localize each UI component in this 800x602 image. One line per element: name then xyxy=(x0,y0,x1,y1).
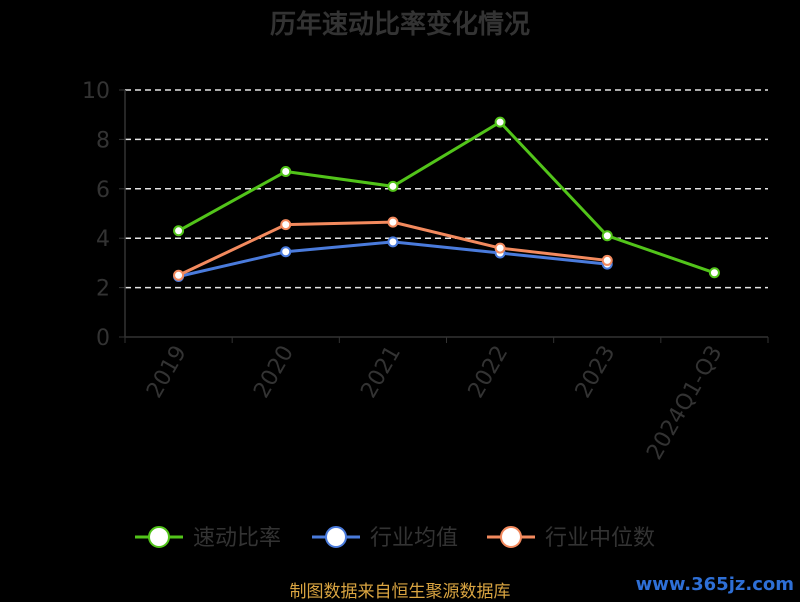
chart-title: 历年速动比率变化情况 xyxy=(270,9,530,40)
data-point xyxy=(280,246,292,258)
x-tick-label: 2022 xyxy=(464,342,514,403)
grid xyxy=(125,89,768,289)
series-line xyxy=(177,220,608,277)
legend-item[interactable]: 行业均值 xyxy=(312,526,458,551)
legend-swatch-marker xyxy=(500,526,522,548)
data-point xyxy=(387,236,399,248)
data-point xyxy=(601,254,613,266)
legend-label: 行业均值 xyxy=(370,526,458,551)
legend-label: 速动比率 xyxy=(193,526,281,551)
data-point xyxy=(173,269,185,281)
data-point xyxy=(173,225,185,237)
data-point xyxy=(387,180,399,192)
y-tick-label: 8 xyxy=(96,128,110,153)
watermark-logo: www.365jz.com xyxy=(635,574,794,595)
source-note: 制图数据来自恒生聚源数据库 xyxy=(289,582,511,602)
y-tick-label: 0 xyxy=(96,326,110,351)
x-tick-label: 2019 xyxy=(142,342,192,403)
y-tick-label: 6 xyxy=(96,178,110,203)
series-layer xyxy=(173,116,720,282)
data-point xyxy=(494,242,506,254)
legend-item[interactable]: 行业中位数 xyxy=(487,526,655,551)
x-tick-label: 2023 xyxy=(571,342,621,403)
x-tick-label: 2021 xyxy=(356,342,406,403)
x-tick-label: 2020 xyxy=(249,342,299,403)
series-line xyxy=(177,120,715,275)
legend-swatch-marker xyxy=(148,526,170,548)
y-tick-label: 2 xyxy=(96,277,110,302)
data-point xyxy=(708,267,720,279)
legend-item[interactable]: 速动比率 xyxy=(135,526,281,551)
data-point xyxy=(601,230,613,242)
legend-label: 行业中位数 xyxy=(545,526,655,551)
y-tick-label: 4 xyxy=(96,227,110,252)
legend: 速动比率 行业均值 行业中位数 xyxy=(135,526,655,551)
data-point xyxy=(280,166,292,178)
data-point xyxy=(280,219,292,231)
data-point xyxy=(387,216,399,228)
data-point xyxy=(494,116,506,128)
x-tick-label: 2024Q1-Q3 xyxy=(642,342,727,465)
legend-swatch-marker xyxy=(325,526,347,548)
y-tick-label: 10 xyxy=(82,79,110,104)
